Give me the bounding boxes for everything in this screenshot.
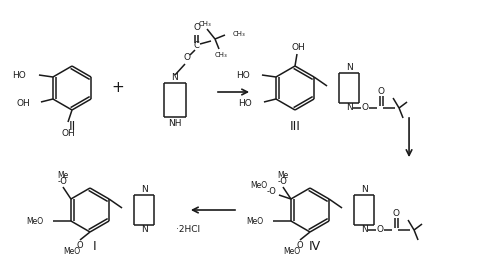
Text: N: N — [346, 104, 352, 112]
Text: N: N — [140, 225, 147, 235]
Text: O: O — [362, 104, 368, 112]
Text: C: C — [193, 42, 199, 50]
Text: CH₃: CH₃ — [214, 52, 228, 58]
Text: N: N — [360, 225, 368, 235]
Text: MeO: MeO — [26, 217, 43, 225]
Text: Me: Me — [278, 171, 288, 181]
Text: N: N — [346, 63, 352, 73]
Text: N: N — [172, 73, 178, 83]
Text: O: O — [378, 88, 384, 96]
Text: N: N — [140, 186, 147, 194]
Text: -O: -O — [278, 178, 288, 186]
Text: IV: IV — [309, 240, 321, 253]
Text: OH: OH — [291, 43, 305, 53]
Text: MeO: MeO — [246, 217, 263, 225]
Text: OH: OH — [61, 129, 75, 138]
Text: I: I — [93, 240, 97, 253]
Text: O: O — [296, 242, 304, 250]
Text: O: O — [76, 242, 84, 250]
Text: NH: NH — [168, 119, 182, 127]
Text: CH₃: CH₃ — [233, 31, 246, 37]
Text: -O: -O — [58, 178, 68, 186]
Text: MeO: MeO — [284, 248, 300, 257]
Text: CH₃: CH₃ — [198, 21, 211, 27]
Text: HO: HO — [12, 71, 26, 79]
Text: HO: HO — [238, 99, 252, 107]
Text: MeO: MeO — [250, 181, 267, 189]
Text: O: O — [392, 209, 400, 219]
Text: III: III — [290, 119, 300, 132]
Text: II: II — [68, 119, 75, 132]
Text: +: + — [112, 81, 124, 96]
Text: O: O — [194, 24, 200, 32]
Text: OH: OH — [16, 99, 30, 107]
Text: MeO: MeO — [64, 248, 80, 257]
Text: -O: -O — [267, 186, 277, 196]
Text: O: O — [376, 225, 384, 235]
Text: ·2HCl: ·2HCl — [176, 225, 200, 235]
Text: N: N — [360, 186, 368, 194]
Text: HO: HO — [236, 71, 250, 79]
Text: O: O — [184, 53, 190, 63]
Text: Me: Me — [58, 171, 68, 181]
